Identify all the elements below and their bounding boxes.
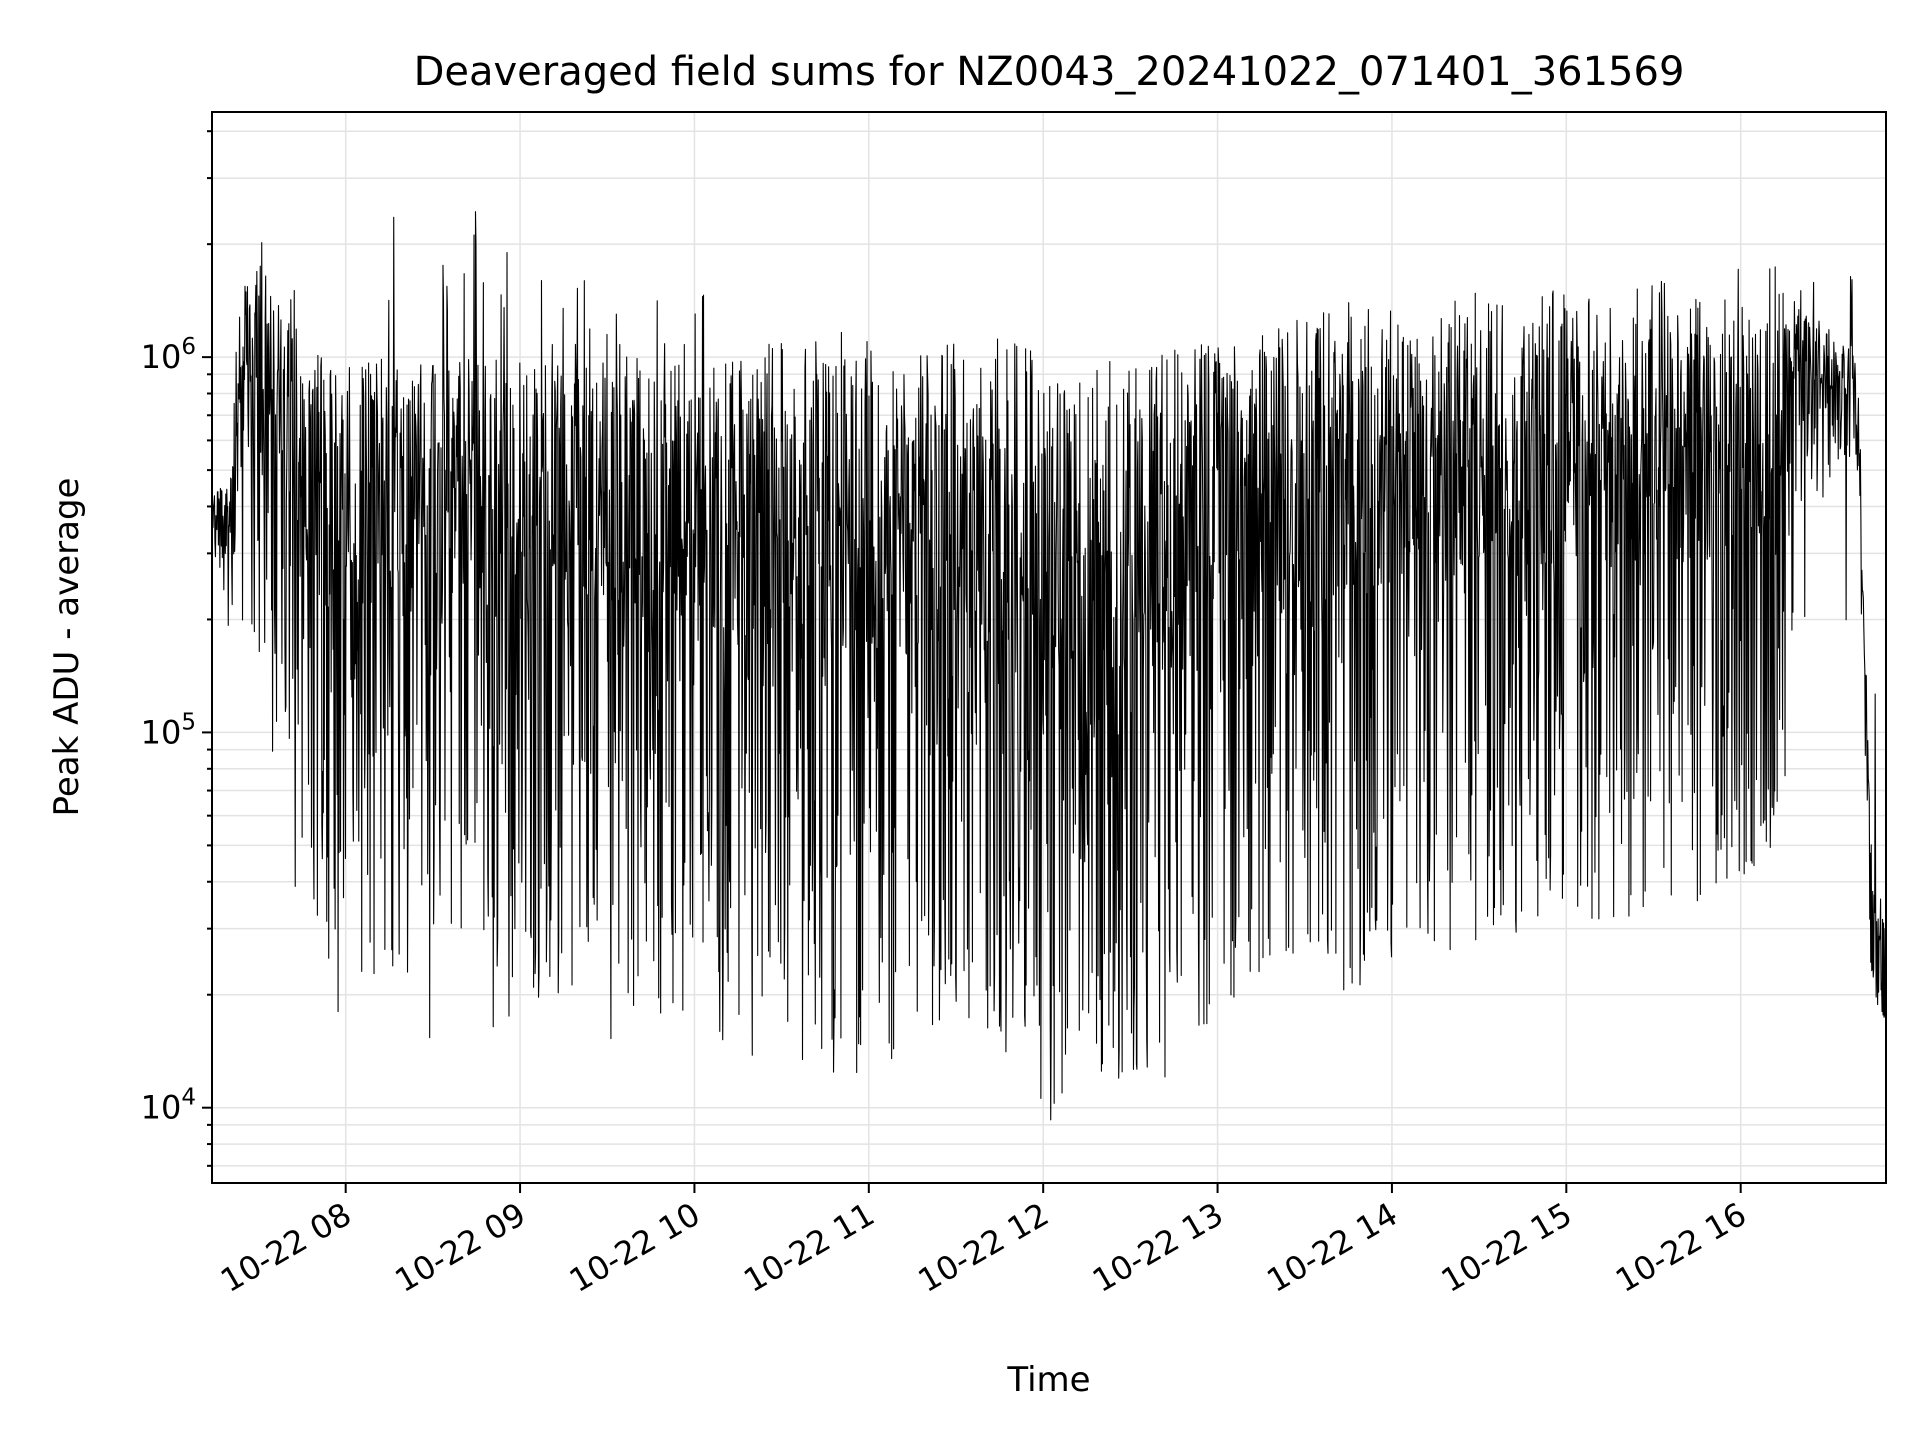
chart-title: Deaveraged field sums for NZ0043_2024102… (414, 49, 1685, 95)
series-path (211, 211, 1887, 1121)
plot-frame (211, 111, 1887, 1184)
series-line (211, 211, 1887, 1121)
y-tick-label: 104 (141, 1085, 196, 1127)
y-axis-ticks: 104 105 106 (141, 130, 212, 1167)
x-axis-label: Time (1006, 1360, 1090, 1400)
y-tick-label: 105 (141, 709, 196, 751)
y-tick-label: 106 (141, 334, 196, 376)
y-axis-label: Peak ADU - average (47, 478, 87, 817)
